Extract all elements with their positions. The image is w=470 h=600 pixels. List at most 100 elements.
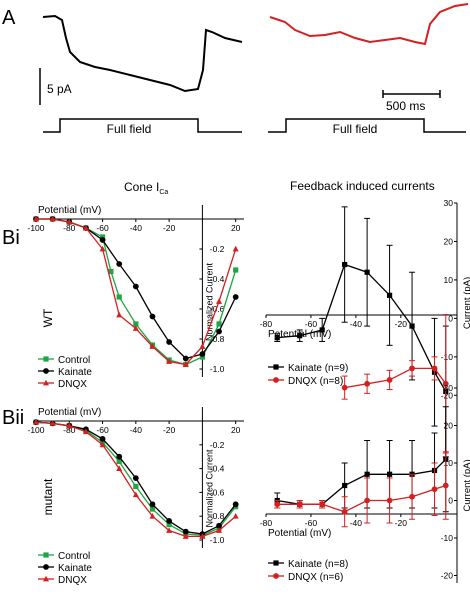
panel-label-a: A	[2, 7, 16, 29]
data-point-dnqx	[319, 501, 326, 508]
y-tick-label: 10	[444, 458, 454, 468]
data-point-dnqx	[199, 343, 206, 349]
legend-label: Kainate (n=9)	[288, 363, 348, 374]
panel-label-bi: Bi	[2, 227, 20, 249]
feedback-title: Feedback induced currents	[290, 179, 435, 193]
data-point-kainate	[182, 355, 189, 362]
data-point-kainate	[166, 339, 173, 345]
x-tick-label: -40	[130, 425, 143, 435]
trace-control	[42, 14, 243, 93]
data-point-dnqx	[182, 533, 189, 539]
data-point-kainate	[297, 333, 303, 339]
row-label-wt: WT	[41, 308, 55, 327]
x-tick-label: -40	[350, 518, 363, 528]
data-point-dnqx	[216, 527, 223, 533]
data-point-dnqx	[132, 491, 139, 498]
data-point-dnqx	[149, 513, 156, 519]
data-point-dnqx	[341, 508, 348, 515]
x-tick-label: 20	[231, 425, 241, 435]
x-tick-label: -80	[260, 319, 273, 329]
data-point-dnqx	[132, 325, 139, 331]
x-tick-label: -20	[395, 319, 408, 329]
x-tick-label: -20	[163, 425, 176, 435]
data-point-control	[133, 321, 139, 327]
x-tick-label: -20	[163, 223, 176, 233]
legend-marker	[273, 364, 279, 370]
legend-marker	[43, 564, 49, 570]
legend-marker	[273, 377, 279, 383]
data-point-dnqx	[364, 380, 371, 387]
y-tick-label: 10	[444, 275, 454, 285]
data-point-dnqx	[166, 527, 173, 533]
y-tick-label: -20	[441, 390, 454, 400]
legend-label: Kainate	[58, 367, 92, 378]
y-axis-label: Current (pA)	[462, 277, 470, 329]
data-point-dnqx	[116, 311, 123, 318]
legend-label: DNQX (n=6)	[288, 572, 343, 583]
y-tick-label: -10	[441, 352, 454, 362]
y-tick-label: 20	[444, 236, 454, 246]
data-point-dnqx	[442, 482, 449, 489]
data-point-dnqx	[66, 218, 73, 225]
data-point-dnqx	[386, 377, 393, 383]
data-point-dnqx	[341, 384, 348, 391]
y-tick-label: -0.8	[210, 511, 225, 521]
x-axis-label: Potential (mV)	[38, 407, 101, 418]
data-point-control	[199, 354, 205, 360]
legend-label: Control	[58, 355, 90, 366]
data-point-dnqx	[386, 497, 393, 504]
legend-label: Kainate	[58, 563, 92, 574]
data-point-dnqx	[232, 513, 239, 519]
data-point-control	[99, 234, 106, 240]
y-axis-label: Normalized Current	[204, 449, 214, 528]
data-point-control	[216, 321, 222, 327]
y-tick-label: -0.2	[210, 440, 225, 450]
data-point-dnqx	[274, 501, 281, 508]
x-axis-label: Potential (mV)	[268, 528, 331, 539]
data-point-kainate	[99, 237, 106, 243]
data-point-kainate	[386, 292, 393, 298]
data-point-kainate	[386, 471, 393, 477]
data-point-kainate	[116, 453, 123, 460]
legend-label: DNQX	[58, 575, 87, 586]
data-point-dnqx	[66, 422, 73, 429]
data-point-kainate	[319, 327, 325, 333]
row-label-mutant: mutant	[41, 478, 55, 515]
data-point-dnqx	[364, 497, 371, 504]
x-tick-label: -40	[350, 319, 363, 329]
x-tick-label: -60	[305, 319, 318, 329]
legend-marker	[43, 368, 49, 374]
data-point-kainate	[364, 269, 370, 275]
data-point-kainate	[274, 335, 280, 341]
x-tick-label: -100	[27, 425, 44, 435]
y-tick-label: 30	[444, 383, 454, 393]
x-tick-label: -100	[27, 223, 44, 233]
data-point-kainate	[149, 501, 156, 508]
data-point-control	[116, 294, 122, 300]
legend-label: DNQX (n=8)	[288, 376, 343, 387]
data-point-dnqx	[431, 486, 438, 493]
data-point-kainate	[149, 313, 156, 320]
data-point-dnqx	[49, 215, 56, 222]
y-tick-label: -0.2	[210, 244, 225, 254]
data-point-dnqx	[182, 361, 189, 367]
data-point-dnqx	[99, 245, 106, 252]
series-line-dnqx	[344, 367, 447, 389]
panel-label-bii: Bii	[2, 407, 24, 429]
data-point-kainate	[216, 328, 222, 335]
data-point-kainate	[132, 475, 139, 482]
trace-dnqx	[269, 3, 469, 46]
x-tick-label: -60	[96, 425, 109, 435]
y-tick-label: -0.8	[210, 334, 225, 344]
x-tick-label: -20	[395, 518, 408, 528]
data-point-kainate	[232, 501, 239, 508]
data-point-dnqx	[33, 418, 39, 425]
legend-marker	[43, 552, 49, 558]
x-tick-label: -80	[63, 425, 76, 435]
legend-marker	[43, 379, 49, 386]
data-point-dnqx	[166, 358, 173, 364]
data-point-control	[116, 458, 122, 465]
scale-current-label: 5 pA	[47, 82, 72, 96]
data-point-dnqx	[199, 533, 206, 539]
data-point-kainate	[166, 518, 173, 524]
